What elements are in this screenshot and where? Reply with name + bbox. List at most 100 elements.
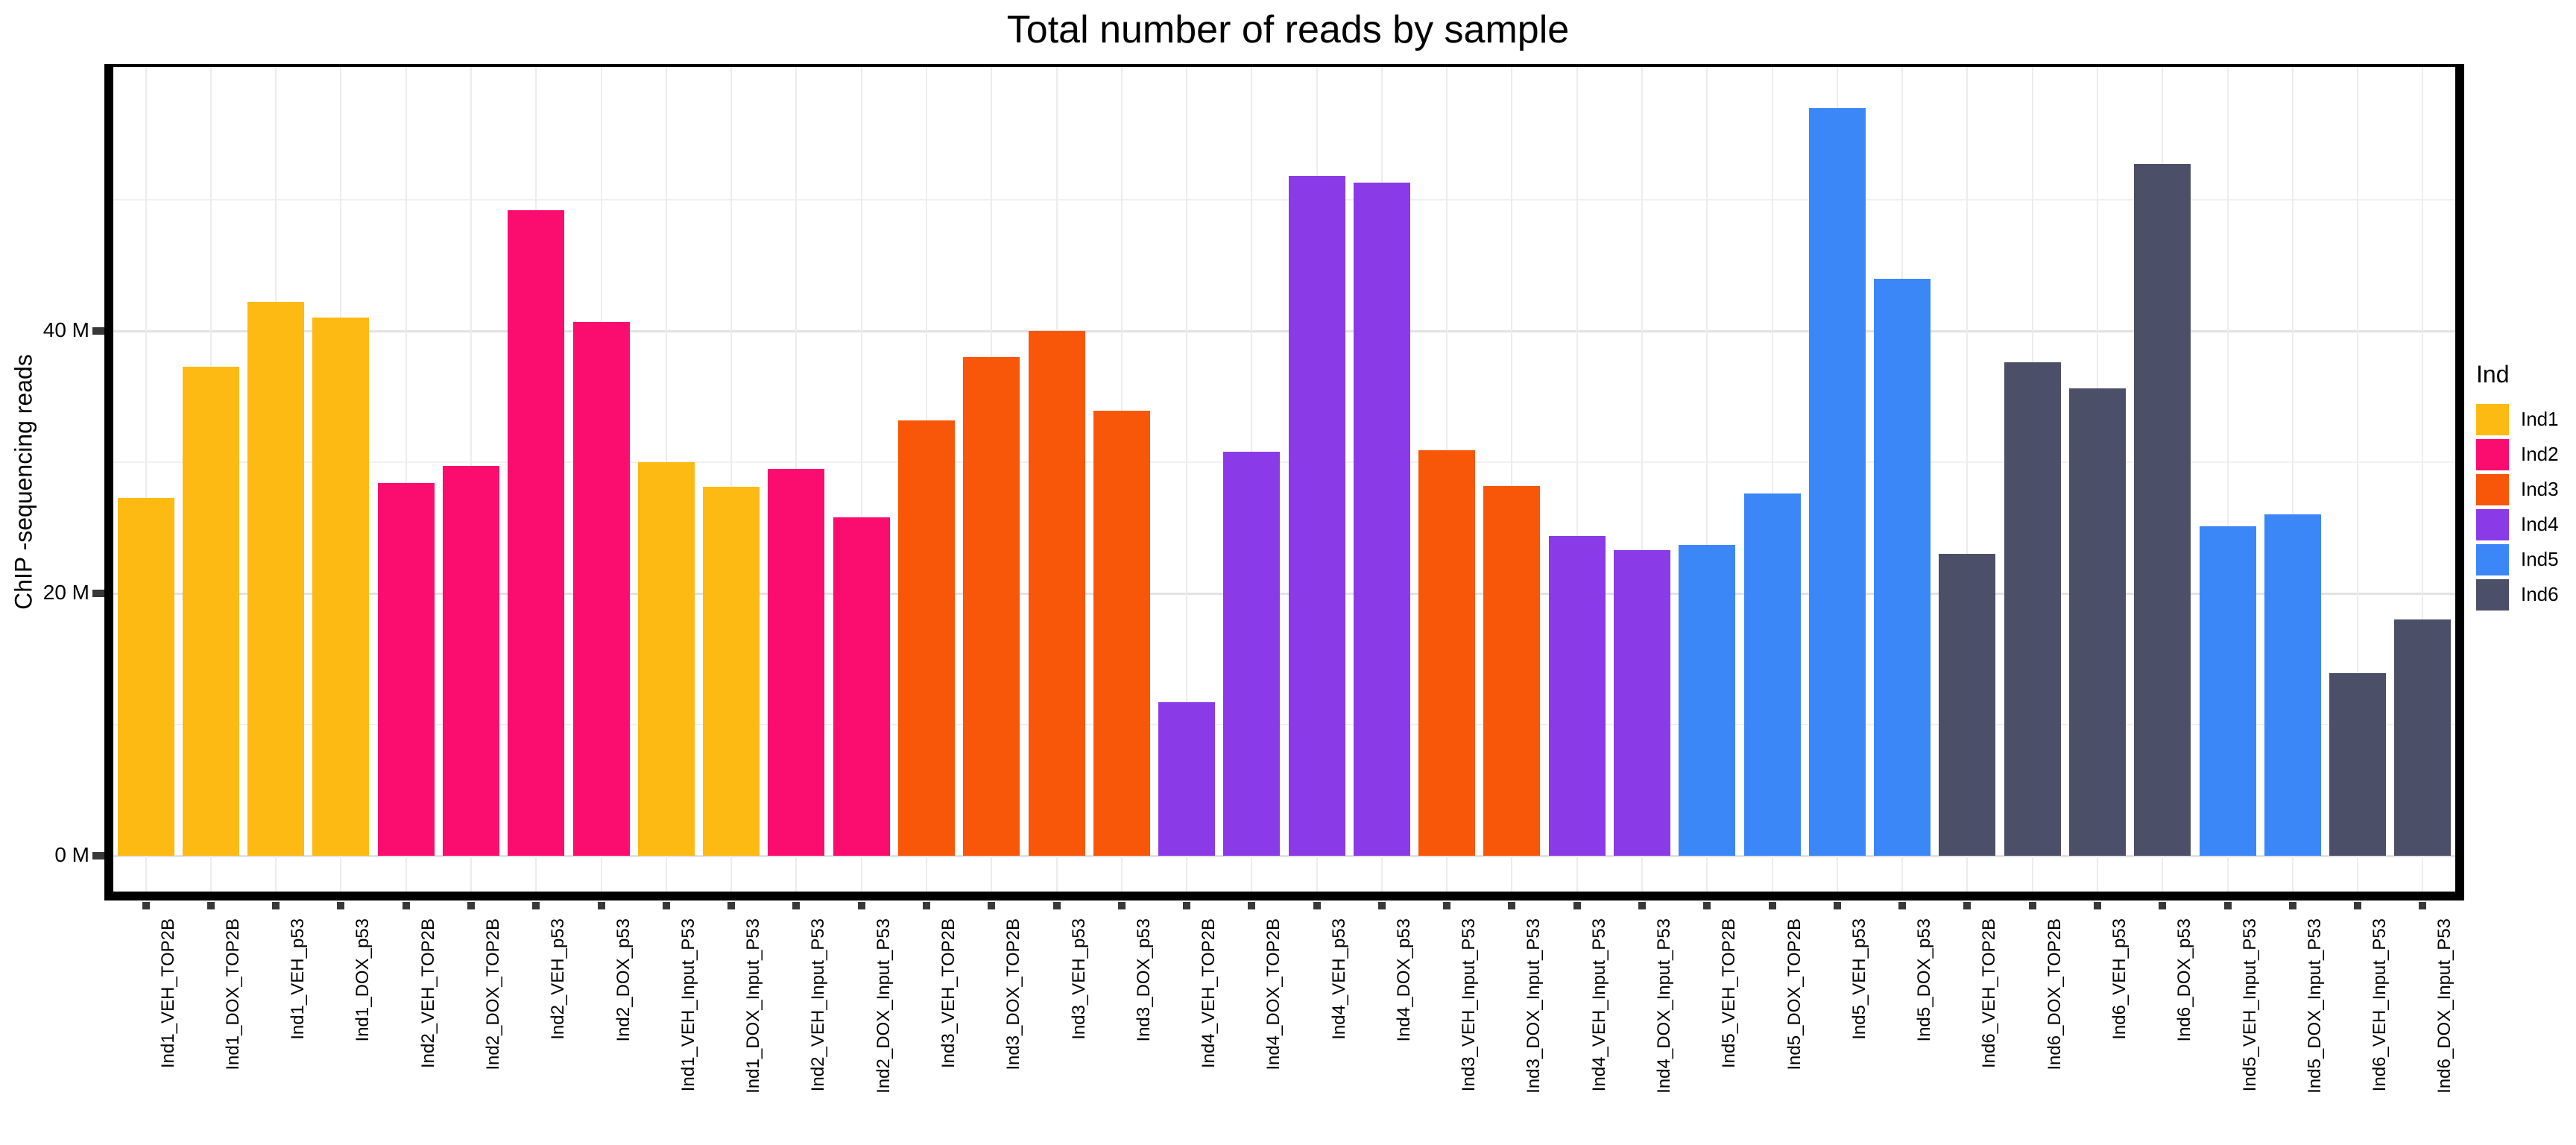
- vertical-gridline: [2357, 67, 2359, 892]
- x-tick: [1248, 902, 1256, 909]
- x-tick: [727, 902, 736, 909]
- bar-Ind4_VEH_Input_P53: [1548, 535, 1606, 856]
- x-tick-label-Ind5_VEH_p53: Ind5_VEH_p53: [1849, 918, 1869, 1040]
- x-tick: [1703, 902, 1711, 909]
- x-tick-label-Ind6_VEH_Input_P53: Ind6_VEH_Input_P53: [2370, 918, 2390, 1092]
- x-tick-label-Ind4_DOX_p53: Ind4_DOX_p53: [1393, 918, 1414, 1042]
- x-tick: [2093, 902, 2101, 909]
- x-tick-label-Ind2_VEH_Input_P53: Ind2_VEH_Input_P53: [808, 918, 829, 1092]
- x-tick-label-Ind1_DOX_p53: Ind1_DOX_p53: [353, 918, 373, 1042]
- x-tick-label-Ind3_VEH_p53: Ind3_VEH_p53: [1068, 918, 1089, 1040]
- y-tick-label: 40 M: [42, 318, 89, 341]
- bar-Ind6_DOX_TOP2B: [2004, 362, 2061, 856]
- bar-Ind6_VEH_Input_P53: [2329, 673, 2387, 856]
- bar-Ind1_DOX_p53: [312, 318, 370, 856]
- panel-right-border: [2455, 64, 2464, 900]
- x-tick: [532, 902, 540, 909]
- bar-Ind1_DOX_Input_P53: [703, 487, 760, 856]
- legend-swatch-Ind6: [2476, 578, 2509, 611]
- bar-Ind6_DOX_p53: [2134, 164, 2191, 856]
- legend-swatch-Ind3: [2476, 473, 2509, 505]
- x-tick: [1898, 902, 1907, 909]
- bar-Ind1_VEH_TOP2B: [117, 497, 174, 856]
- bar-Ind6_DOX_Input_P53: [2394, 619, 2452, 856]
- legend-swatch-Ind4: [2476, 508, 2509, 540]
- bar-Ind4_DOX_Input_P53: [1614, 549, 1671, 856]
- x-tick-label-Ind3_VEH_TOP2B: Ind3_VEH_TOP2B: [938, 918, 959, 1069]
- bar-Ind4_VEH_TOP2B: [1158, 702, 1216, 856]
- vertical-gridline: [1966, 67, 1969, 892]
- plot-panel: [113, 67, 2455, 892]
- x-tick: [792, 902, 801, 909]
- x-tick: [1508, 902, 1516, 909]
- bar-Ind2_VEH_TOP2B: [377, 483, 435, 856]
- legend-item-Ind5: Ind5: [2476, 542, 2559, 577]
- x-tick: [1052, 902, 1061, 909]
- x-tick-label-Ind5_DOX_TOP2B: Ind5_DOX_TOP2B: [1784, 918, 1805, 1070]
- bar-Ind3_VEH_TOP2B: [897, 420, 955, 856]
- x-tick: [597, 902, 605, 909]
- x-tick: [1183, 902, 1191, 909]
- x-tick-label-Ind1_VEH_p53: Ind1_VEH_p53: [288, 918, 309, 1040]
- x-tick: [337, 902, 345, 909]
- x-tick: [1573, 902, 1581, 909]
- bar-Ind6_VEH_p53: [2068, 388, 2126, 856]
- x-tick: [1117, 902, 1126, 909]
- y-tick-40M: [92, 327, 104, 335]
- bar-Ind5_VEH_Input_P53: [2199, 526, 2256, 856]
- vertical-gridline: [2291, 67, 2294, 892]
- legend-items: Ind1 Ind2 Ind3 Ind4 Ind5 Ind6: [2476, 402, 2559, 612]
- y-tick-label: 20 M: [42, 581, 89, 604]
- x-tick: [206, 902, 215, 909]
- legend-label: Ind1: [2521, 408, 2559, 430]
- x-tick-label-Ind2_DOX_p53: Ind2_DOX_p53: [613, 918, 634, 1042]
- legend-title: Ind: [2476, 361, 2510, 388]
- legend-item-Ind1: Ind1: [2476, 402, 2559, 437]
- y-tick-0M: [92, 852, 104, 859]
- bar-Ind2_DOX_p53: [572, 321, 630, 856]
- bar-Ind2_DOX_TOP2B: [443, 466, 500, 856]
- x-tick-label-Ind5_DOX_p53: Ind5_DOX_p53: [1914, 918, 1935, 1042]
- legend: Ind Ind1 Ind2 Ind3 Ind4 Ind5 Ind6: [2476, 361, 2559, 612]
- x-tick: [2028, 902, 2036, 909]
- x-tick-label-Ind2_DOX_TOP2B: Ind2_DOX_TOP2B: [483, 918, 504, 1070]
- vertical-gridline: [1771, 67, 1773, 892]
- x-tick-label-Ind2_VEH_p53: Ind2_VEH_p53: [548, 918, 569, 1040]
- vertical-gridline: [1576, 67, 1578, 892]
- x-tick-label-Ind5_VEH_TOP2B: Ind5_VEH_TOP2B: [1719, 918, 1740, 1069]
- x-tick: [2419, 902, 2427, 909]
- x-tick: [922, 902, 930, 909]
- x-tick: [2223, 902, 2232, 909]
- chart-title: Total number of reads by sample: [1006, 8, 1570, 51]
- bar-Ind5_VEH_p53: [1808, 107, 1866, 856]
- x-tick-label-Ind1_DOX_TOP2B: Ind1_DOX_TOP2B: [222, 918, 243, 1070]
- legend-item-Ind3: Ind3: [2476, 472, 2559, 507]
- x-tick-label-Ind3_DOX_Input_P53: Ind3_DOX_Input_P53: [1524, 918, 1544, 1094]
- x-tick-label-Ind5_DOX_Input_P53: Ind5_DOX_Input_P53: [2304, 918, 2325, 1094]
- panel-top-border: [104, 64, 2464, 67]
- legend-label: Ind6: [2521, 583, 2559, 605]
- bar-Ind5_DOX_Input_P53: [2264, 514, 2321, 856]
- bar-Ind6_VEH_TOP2B: [1939, 554, 1996, 856]
- x-tick-label-Ind2_DOX_Input_P53: Ind2_DOX_Input_P53: [873, 918, 894, 1094]
- major-gridline-40M: [113, 330, 2455, 332]
- x-tick: [1443, 902, 1451, 909]
- legend-swatch-Ind5: [2476, 543, 2509, 575]
- x-tick-label-Ind6_DOX_p53: Ind6_DOX_p53: [2174, 918, 2195, 1042]
- bar-Ind3_VEH_p53: [1028, 331, 1085, 856]
- minor-gridline-10M: [113, 724, 2455, 725]
- x-tick-label-Ind1_VEH_TOP2B: Ind1_VEH_TOP2B: [157, 918, 178, 1069]
- x-tick-label-Ind1_DOX_Input_P53: Ind1_DOX_Input_P53: [743, 918, 764, 1094]
- x-tick-label-Ind6_VEH_TOP2B: Ind6_VEH_TOP2B: [1979, 918, 2000, 1069]
- x-tick-label-Ind2_VEH_TOP2B: Ind2_VEH_TOP2B: [417, 918, 438, 1069]
- vertical-gridline: [730, 67, 733, 892]
- x-tick: [142, 902, 150, 909]
- x-tick: [1638, 902, 1647, 909]
- y-axis-line: [104, 64, 113, 900]
- legend-item-Ind2: Ind2: [2476, 437, 2559, 472]
- x-tick: [2354, 902, 2362, 909]
- x-tick-label-Ind1_VEH_Input_P53: Ind1_VEH_Input_P53: [678, 918, 698, 1092]
- x-axis-line: [104, 892, 2464, 900]
- vertical-gridline: [1641, 67, 1644, 892]
- legend-label: Ind4: [2521, 513, 2559, 535]
